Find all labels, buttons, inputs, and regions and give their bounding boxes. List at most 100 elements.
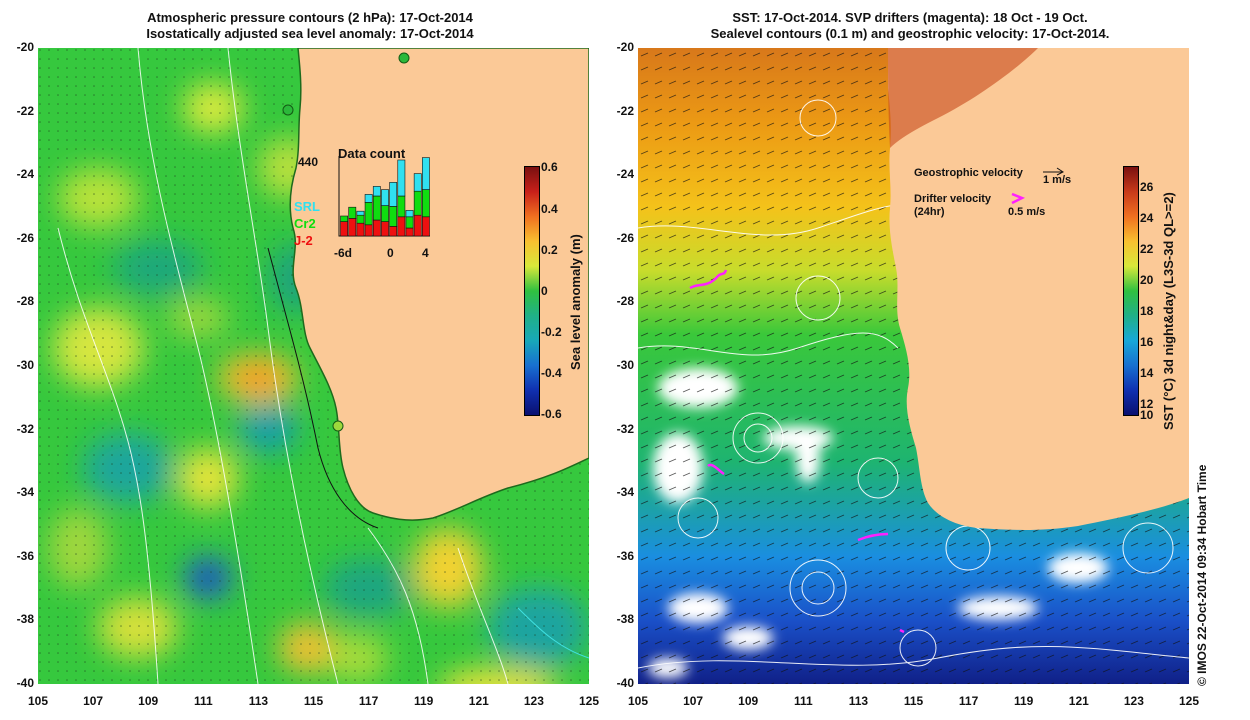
left-lon-tick: 123 bbox=[523, 694, 544, 708]
left-title-line2: Isostatically adjusted sea level anomaly… bbox=[146, 26, 474, 41]
inset-bar-j2 bbox=[389, 226, 398, 237]
inset-bar-srl bbox=[372, 186, 381, 197]
right-lon-tick: 117 bbox=[958, 694, 979, 708]
left-lat-tick: -36 bbox=[16, 548, 34, 563]
sst-colorbar bbox=[1123, 166, 1139, 416]
inset-bar-j2 bbox=[422, 216, 430, 237]
sla-colorbar-tick: -0.4 bbox=[541, 366, 562, 380]
right-lat-tick: -38 bbox=[616, 612, 634, 627]
left-lon-tick: 121 bbox=[468, 694, 489, 708]
left-lon-tick: 115 bbox=[303, 694, 324, 708]
left-lat-tick: -38 bbox=[16, 612, 34, 627]
left-lat-tick: -22 bbox=[16, 103, 34, 118]
sst-colorbar-tick: 10 bbox=[1140, 408, 1154, 422]
right-lat-tick: -26 bbox=[616, 230, 634, 245]
inset-title: Data count bbox=[338, 146, 406, 161]
data-count-inset-chart bbox=[338, 156, 430, 237]
sla-colorbar-tick: 0.2 bbox=[541, 243, 558, 257]
right-lon-tick: 113 bbox=[848, 694, 869, 708]
left-lon-tick: 111 bbox=[193, 694, 213, 708]
geostrophic-velocity-scale: 1 m/s bbox=[1043, 174, 1072, 186]
left-lat-tick: -30 bbox=[16, 358, 34, 372]
left-lon-tick: 119 bbox=[414, 694, 434, 708]
inset-bar-j2 bbox=[340, 221, 348, 237]
sst-map-graphic bbox=[638, 48, 1189, 684]
left-lon-tick: 125 bbox=[578, 694, 600, 708]
right-lat-tick: -36 bbox=[616, 548, 634, 563]
imos-credit: © IMOS 22-Oct-2014 09:34 Hobart Time bbox=[1195, 464, 1209, 686]
inset-xtick-start: -6d bbox=[334, 246, 352, 260]
left-lat-tick: -32 bbox=[16, 421, 34, 436]
inset-bar-cr2 bbox=[381, 205, 389, 222]
left-lon-tick: 105 bbox=[27, 694, 49, 708]
geostrophic-velocity-label: Geostrophic velocity bbox=[914, 167, 1023, 179]
left-lon-tick: 107 bbox=[83, 694, 104, 708]
right-lat-tick: -34 bbox=[616, 485, 634, 500]
drifter-velocity-label: Drifter velocity bbox=[914, 193, 992, 205]
sla-colorbar-tick: -0.2 bbox=[541, 325, 562, 339]
left-lat-tick: -24 bbox=[16, 167, 34, 182]
right-lon-tick: 107 bbox=[683, 694, 704, 708]
right-lon-tick: 115 bbox=[903, 694, 924, 708]
right-lon-tick: 123 bbox=[1123, 694, 1144, 708]
sea-level-anomaly-map[interactable]: Data count 440 SRL Cr2 J-2 -6d 0 4 bbox=[38, 48, 589, 684]
inset-bar-j2 bbox=[397, 216, 406, 237]
inset-bar-srl bbox=[397, 159, 406, 197]
inset-bar-srl bbox=[381, 189, 389, 206]
inset-bar-srl bbox=[389, 182, 398, 207]
inset-bar-srl bbox=[405, 210, 414, 218]
sst-colorbar-tick: 16 bbox=[1140, 335, 1154, 349]
inset-bar-srl bbox=[422, 157, 430, 190]
left-lat-tick: -26 bbox=[16, 230, 34, 245]
inset-bar-srl bbox=[364, 194, 373, 203]
left-lat-tick: -28 bbox=[16, 294, 34, 309]
geostrophic-arrow-icon bbox=[1043, 167, 1064, 176]
right-lon-tick: 121 bbox=[1068, 694, 1089, 708]
inset-bar-j2 bbox=[405, 227, 414, 237]
inset-bar-j2 bbox=[356, 222, 365, 237]
inset-bar-j2 bbox=[381, 221, 389, 237]
sst-colorbar-tick: 20 bbox=[1140, 273, 1154, 287]
left-lon-tick: 113 bbox=[248, 694, 269, 708]
right-lat-tick: -22 bbox=[616, 103, 634, 118]
inset-bar-j2 bbox=[364, 224, 373, 237]
left-title-line1: Atmospheric pressure contours (2 hPa): 1… bbox=[147, 10, 473, 25]
right-lat-tick: -30 bbox=[616, 358, 634, 372]
left-lat-tick: -20 bbox=[16, 40, 34, 54]
inset-bar-cr2 bbox=[340, 215, 348, 222]
sst-map[interactable]: Geostrophic velocity 1 m/s Drifter veloc… bbox=[638, 48, 1189, 684]
sla-map-graphic bbox=[38, 48, 589, 684]
inset-bar-cr2 bbox=[364, 202, 373, 226]
inset-bar-cr2 bbox=[413, 190, 422, 216]
right-lat-tick: -40 bbox=[616, 676, 634, 690]
right-lat-tick: -28 bbox=[616, 294, 634, 309]
sst-colorbar-tick: 12 bbox=[1140, 397, 1154, 411]
right-title-line2: Sealevel contours (0.1 m) and geostrophi… bbox=[710, 26, 1110, 41]
inset-max-count: 440 bbox=[298, 155, 319, 169]
sla-colorbar-tick: -0.6 bbox=[541, 407, 562, 421]
inset-bar-j2 bbox=[413, 214, 422, 237]
inset-xtick-zero: 0 bbox=[387, 246, 394, 260]
sst-colorbar-tick: 22 bbox=[1140, 242, 1154, 256]
inset-bar-cr2 bbox=[348, 206, 357, 219]
inset-bar-cr2 bbox=[389, 206, 398, 227]
right-lat-tick: -32 bbox=[616, 421, 634, 436]
sla-colorbar bbox=[524, 166, 540, 416]
inset-legend-cr2: Cr2 bbox=[294, 216, 316, 231]
inset-bar-cr2 bbox=[422, 189, 430, 218]
inset-bar-j2 bbox=[348, 218, 357, 237]
inset-bar-cr2 bbox=[397, 195, 406, 218]
right-lat-tick: -20 bbox=[616, 40, 634, 54]
left-lon-tick: 117 bbox=[358, 694, 379, 708]
inset-legend-j2: J-2 bbox=[294, 233, 313, 248]
right-lon-tick: 109 bbox=[738, 694, 759, 708]
left-lon-tick: 109 bbox=[138, 694, 159, 708]
sst-colorbar-tick: 14 bbox=[1140, 366, 1154, 380]
inset-bar-cr2 bbox=[372, 195, 381, 221]
inset-bar-srl bbox=[413, 173, 422, 192]
sla-colorbar-tick: 0.6 bbox=[541, 160, 558, 174]
sst-colorbar-tick: 26 bbox=[1140, 180, 1154, 194]
right-title-line1: SST: 17-Oct-2014. SVP drifters (magenta)… bbox=[732, 10, 1088, 25]
sla-colorbar-label: Sea level anomaly (m) bbox=[568, 234, 583, 370]
inset-bar-j2 bbox=[372, 219, 381, 237]
